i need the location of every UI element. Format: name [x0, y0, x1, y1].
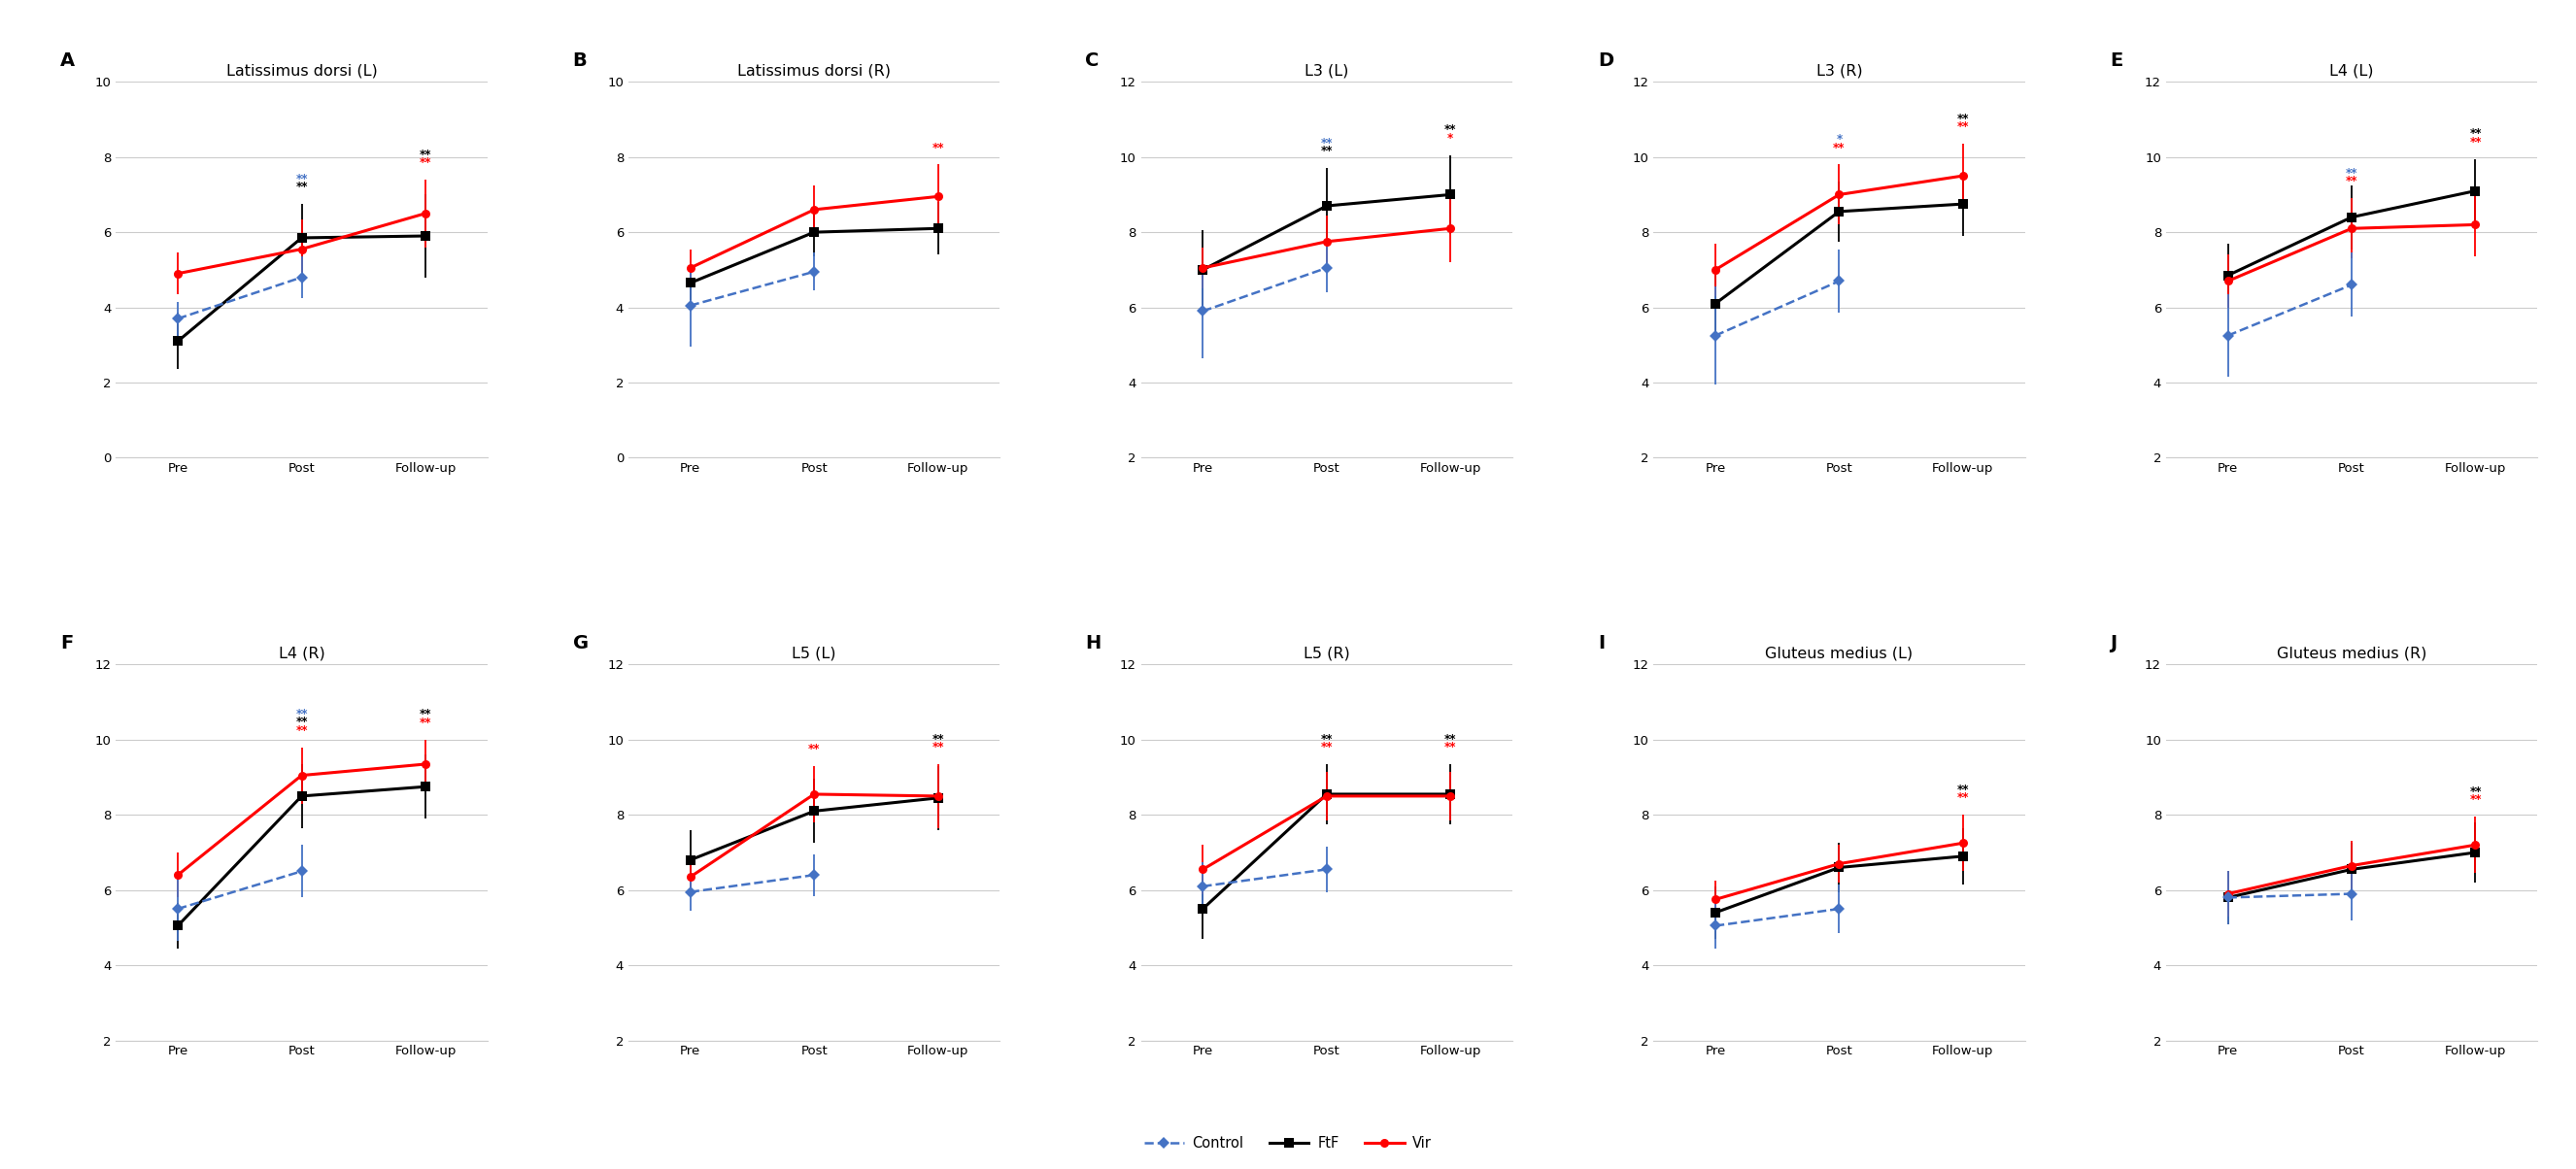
Title: L3 (L): L3 (L) [1303, 63, 1350, 78]
Text: E: E [2110, 51, 2123, 70]
Text: **: ** [1445, 124, 1455, 137]
Text: A: A [59, 51, 75, 70]
Text: **: ** [2470, 136, 2481, 148]
Legend: Control, FtF, Vir: Control, FtF, Vir [1139, 1130, 1437, 1156]
Text: **: ** [2470, 786, 2481, 798]
Text: **: ** [2470, 127, 2481, 140]
Text: **: ** [809, 742, 819, 755]
Text: J: J [2110, 635, 2117, 652]
Text: **: ** [1321, 137, 1332, 150]
Title: Gluteus medius (L): Gluteus medius (L) [1765, 646, 1914, 660]
Text: **: ** [1834, 141, 1844, 154]
Text: **: ** [1958, 783, 1968, 796]
Text: F: F [59, 635, 72, 652]
Title: L5 (L): L5 (L) [791, 646, 837, 660]
Text: **: ** [1445, 741, 1455, 754]
Text: **: ** [420, 148, 430, 161]
Text: B: B [572, 51, 587, 70]
Text: **: ** [296, 707, 307, 720]
Title: L5 (R): L5 (R) [1303, 646, 1350, 660]
Title: Gluteus medius (R): Gluteus medius (R) [2277, 646, 2427, 660]
Text: **: ** [1445, 733, 1455, 746]
Title: Latissimus dorsi (L): Latissimus dorsi (L) [227, 63, 376, 78]
Text: **: ** [2347, 175, 2357, 188]
Text: **: ** [296, 715, 307, 728]
Text: **: ** [1321, 741, 1332, 754]
Text: C: C [1084, 51, 1100, 70]
Text: **: ** [2470, 794, 2481, 807]
Text: **: ** [420, 157, 430, 170]
Text: *: * [1837, 133, 1842, 146]
Text: **: ** [809, 230, 819, 242]
Text: **: ** [1958, 120, 1968, 133]
Text: **: ** [933, 733, 943, 746]
Text: **: ** [1321, 733, 1332, 746]
Title: L4 (R): L4 (R) [278, 646, 325, 660]
Text: **: ** [296, 724, 307, 736]
Text: D: D [1597, 51, 1613, 70]
Text: **: ** [2347, 167, 2357, 180]
Text: H: H [1084, 635, 1100, 652]
Text: **: ** [1958, 791, 1968, 804]
Title: L3 (R): L3 (R) [1816, 63, 1862, 78]
Text: **: ** [933, 141, 943, 154]
Text: **: ** [1321, 145, 1332, 158]
Text: **: ** [420, 717, 430, 729]
Title: L4 (L): L4 (L) [2329, 63, 2372, 78]
Text: I: I [1597, 635, 1605, 652]
Text: *: * [1448, 132, 1453, 145]
Text: G: G [572, 635, 587, 652]
Title: Latissimus dorsi (R): Latissimus dorsi (R) [737, 63, 891, 78]
Text: **: ** [420, 708, 430, 721]
Text: **: ** [296, 181, 307, 194]
Text: **: ** [296, 173, 307, 185]
Text: **: ** [1958, 112, 1968, 125]
Text: **: ** [933, 741, 943, 754]
